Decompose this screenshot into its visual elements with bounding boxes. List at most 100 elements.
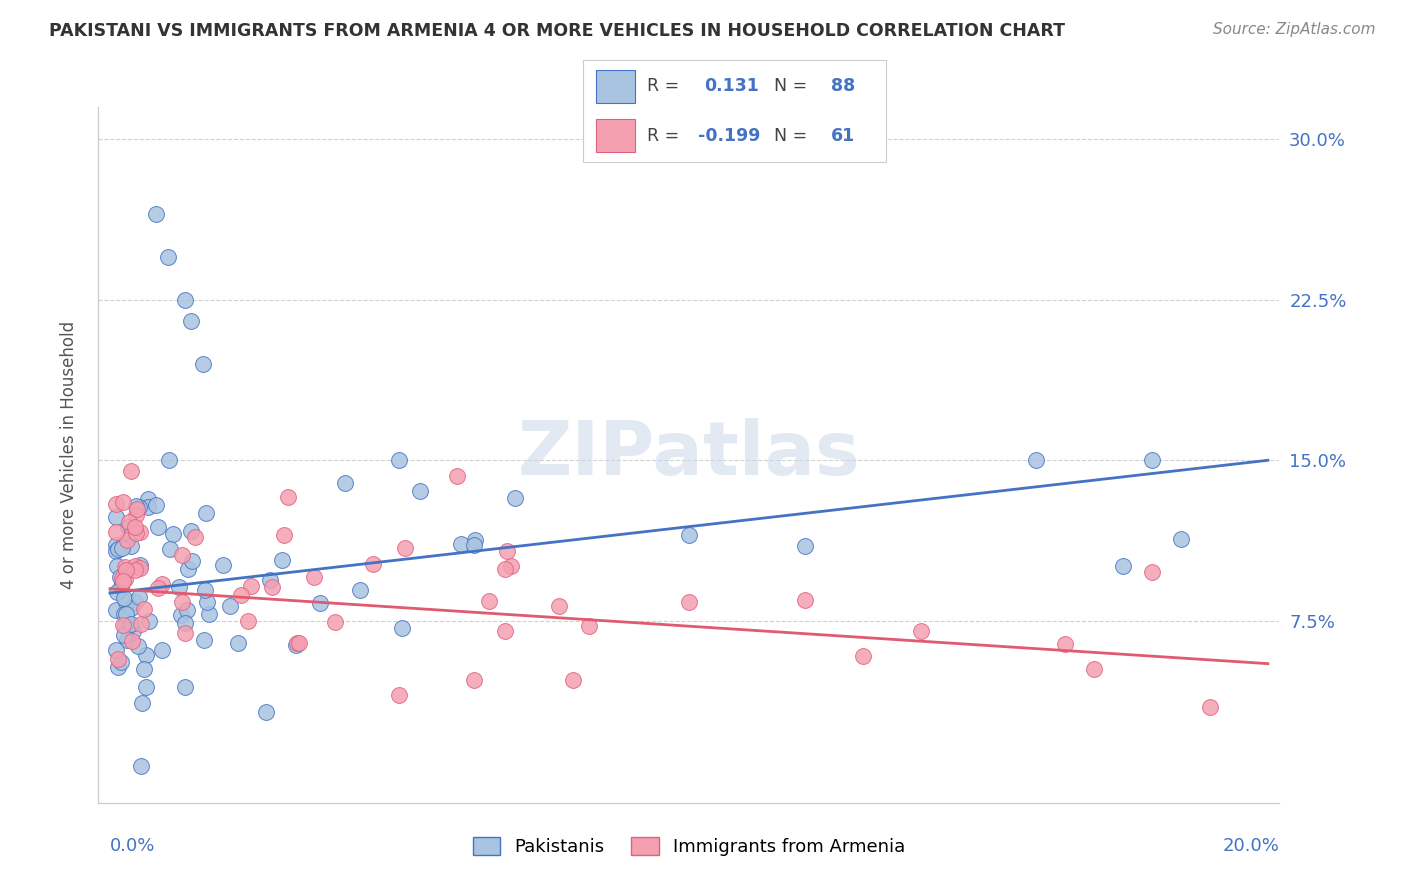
FancyBboxPatch shape [596,120,636,152]
Point [115,533,138,547]
Point [793,593,815,607]
Point [1054,637,1077,651]
Point [136,492,159,507]
Point [169,580,191,594]
Point [104,643,127,657]
Y-axis label: 4 or more Vehicles in Household: 4 or more Vehicles in Household [59,321,77,589]
Point [229,588,252,602]
Point [105,559,128,574]
Point [174,293,197,307]
Point [117,520,139,534]
Text: R =: R = [647,127,685,145]
Point [446,468,468,483]
Point [104,524,127,539]
Point [120,464,142,478]
Point [112,591,135,605]
Point [121,634,143,648]
Point [304,570,326,584]
FancyBboxPatch shape [583,60,886,162]
Point [125,526,148,541]
Point [135,680,157,694]
Point [463,538,485,552]
Text: 0.131: 0.131 [704,78,759,95]
Point [793,539,815,553]
Point [112,617,135,632]
Point [132,602,155,616]
Point [394,541,416,555]
Point [191,357,214,371]
Point [115,632,138,647]
Point [219,599,242,613]
Point [111,574,134,588]
Point [197,595,219,609]
Point [129,524,152,539]
Point [129,561,152,575]
Point [105,585,128,599]
Point [271,553,294,567]
Point [503,491,526,506]
Point [259,574,281,588]
Point [124,563,146,577]
Point [150,576,173,591]
Point [852,648,875,663]
Point [388,453,411,467]
Point [388,688,411,702]
Point [172,548,194,562]
Point [181,554,204,568]
Point [129,616,152,631]
Point [277,490,299,504]
Point [107,652,129,666]
Point [226,636,249,650]
Point [562,673,585,688]
Point [494,562,516,576]
Point [212,558,235,572]
Point [125,500,148,514]
Point [910,624,932,638]
Point [578,619,600,633]
Point [134,663,156,677]
Point [120,527,142,541]
Point [127,639,149,653]
Point [111,571,134,585]
Text: N =: N = [773,78,813,95]
Point [114,559,136,574]
Text: PAKISTANI VS IMMIGRANTS FROM ARMENIA 4 OR MORE VEHICLES IN HOUSEHOLD CORRELATION: PAKISTANI VS IMMIGRANTS FROM ARMENIA 4 O… [49,22,1066,40]
Point [176,562,198,576]
Point [114,618,136,632]
Point [131,696,153,710]
Point [254,705,277,719]
Point [110,655,132,669]
Point [135,648,157,662]
Point [173,626,195,640]
Legend: Pakistanis, Immigrants from Armenia: Pakistanis, Immigrants from Armenia [465,830,912,863]
Point [308,595,330,609]
Point [1170,533,1192,547]
Point [678,595,700,609]
Point [194,583,217,598]
Point [478,594,501,608]
Point [115,607,138,622]
Point [180,524,202,538]
Point [128,558,150,573]
Point [104,498,127,512]
Point [288,636,311,650]
Point [349,583,371,598]
Point [110,580,132,594]
Point [156,250,179,264]
Point [238,614,260,628]
Text: 61: 61 [831,127,856,145]
Point [128,500,150,515]
Point [114,572,136,586]
Point [146,581,169,595]
Point [285,636,308,650]
Point [285,639,308,653]
Point [104,544,127,558]
Point [194,506,217,520]
Point [464,533,486,547]
Point [150,643,173,657]
Point [107,660,129,674]
Point [323,615,346,629]
Point [104,538,127,552]
Text: 20.0%: 20.0% [1223,837,1279,855]
Point [260,580,283,594]
